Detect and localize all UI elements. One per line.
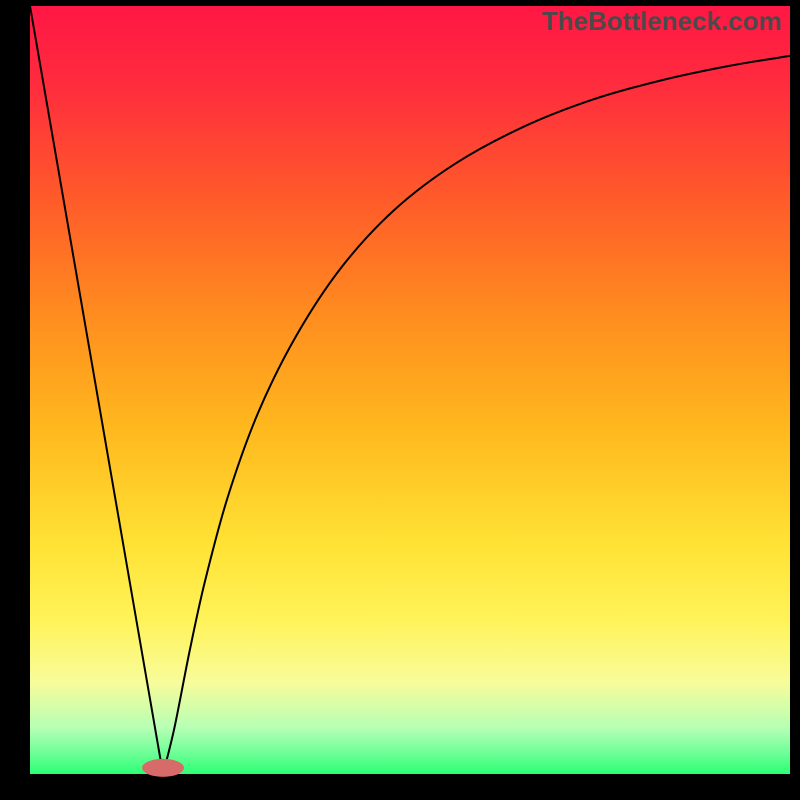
- chart-container: TheBottleneck.com: [0, 0, 800, 800]
- chart-svg: [0, 0, 800, 800]
- optimal-marker: [142, 759, 184, 777]
- watermark-text: TheBottleneck.com: [542, 6, 782, 37]
